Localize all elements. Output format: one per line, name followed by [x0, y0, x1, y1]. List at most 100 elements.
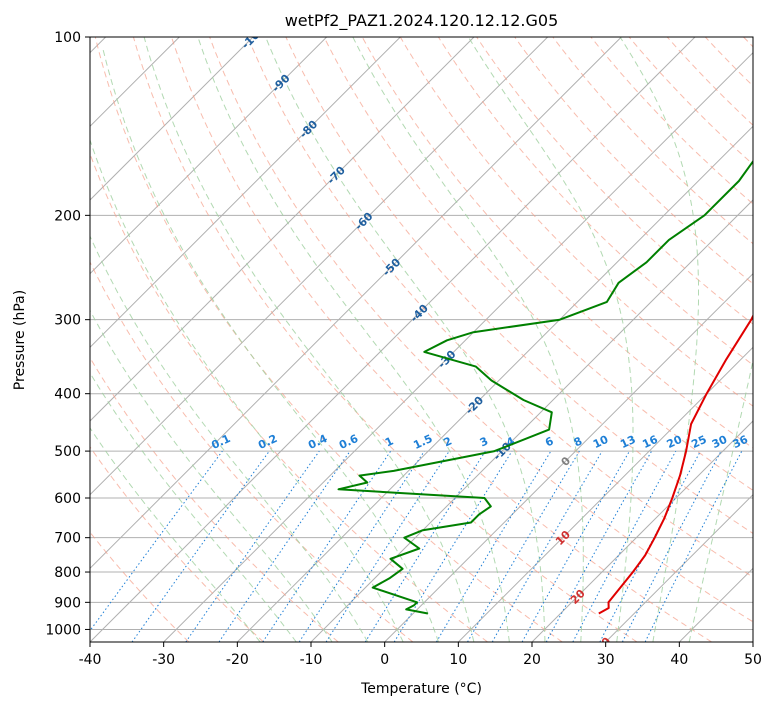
x-tick-label: -20 [226, 652, 249, 668]
mixing-ratio-line [393, 450, 513, 642]
mixing-ratio-line [298, 450, 425, 642]
mixing-ratio-label: 6 [543, 434, 556, 449]
mixing-ratio-label: 13 [618, 433, 637, 451]
dewpoint-profile-line [337, 159, 753, 615]
mixing-ratio-line [218, 450, 351, 642]
chart-title: wetPf2_PAZ1.2024.120.12.12.G05 [285, 11, 559, 31]
dry-adiabat [666, 37, 753, 126]
moist-adiabat [90, 427, 261, 642]
y-axis-label: Pressure (hPa) [12, 290, 28, 390]
y-tick-label: 200 [54, 208, 81, 224]
dry-adiabat [209, 37, 753, 623]
mixing-ratio-label: 2 [442, 434, 454, 449]
mixing-ratio-label: 8 [572, 434, 584, 449]
mixing-ratio-line [185, 450, 320, 642]
dry-adiabat [94, 37, 563, 642]
dry-adiabat [132, 37, 638, 642]
moist-adiabat [352, 37, 584, 642]
dry-adiabat [743, 37, 753, 48]
isotherm-gridline [605, 493, 753, 642]
plot-frame [89, 36, 754, 643]
x-tick-label: 50 [744, 652, 762, 668]
y-tick-label: 1000 [45, 622, 81, 638]
moist-adiabat [143, 37, 475, 642]
dry-adiabat [437, 37, 753, 366]
moist-adiabat [197, 37, 510, 642]
y-tick-label: 100 [54, 30, 81, 46]
dry-adiabat [90, 446, 264, 642]
x-tick-label: 10 [449, 652, 467, 668]
x-tick-label: 30 [597, 652, 615, 668]
mixing-ratio-label: 36 [731, 433, 751, 451]
isotherm-gridline [163, 51, 753, 642]
mixing-ratio-label: 10 [591, 433, 611, 451]
isotherm-gridline [236, 125, 753, 642]
mixing-ratio-line [521, 450, 630, 642]
mixing-ratio-label: 0.4 [306, 432, 329, 452]
isotherm-gridline [90, 37, 696, 642]
y-tick-label: 400 [54, 387, 81, 403]
mixing-ratio-line [435, 450, 552, 642]
isotherm-gridline [752, 641, 753, 642]
x-tick-label: 40 [670, 652, 688, 668]
moist-adiabat [90, 309, 333, 642]
y-tick-label: 900 [54, 595, 81, 611]
dry-adiabat [476, 37, 753, 325]
y-tick-label: 800 [54, 565, 81, 581]
moist-adiabat [467, 37, 634, 642]
isotherm-label: 30 [594, 635, 614, 655]
moist-adiabat [90, 371, 297, 642]
isotherm-gridline [531, 420, 753, 642]
isotherm-gridline [90, 37, 622, 570]
mixing-ratio-line [572, 450, 677, 642]
mixing-ratio-label: 25 [689, 433, 708, 451]
isotherm-gridline [90, 37, 328, 275]
isotherm-label: 40 [627, 675, 647, 695]
isotherm-gridline [384, 272, 753, 642]
dry-adiabat [171, 37, 712, 642]
moist-adiabat [90, 138, 404, 642]
x-axis: -40 -30 -20 -10 0 10 20 30 40 50 [79, 642, 762, 668]
dry-adiabat [90, 531, 190, 642]
isotherm-gridline [90, 37, 549, 496]
mixing-ratio-line [545, 450, 653, 642]
isotherm-gridline [310, 199, 753, 642]
dry-adiabat [323, 37, 753, 491]
dry-adiabat [704, 37, 753, 87]
isotherm-label: -90 [269, 71, 292, 94]
x-tick-label: -30 [152, 652, 175, 668]
moist-adiabat [102, 49, 439, 642]
isotherm-gridline [90, 37, 401, 349]
dry-adiabat [552, 37, 753, 245]
x-tick-label: 20 [523, 652, 541, 668]
y-tick-label: 700 [54, 531, 81, 547]
x-axis-label: Temperature (°C) [360, 681, 482, 697]
dry-adiabat [247, 37, 753, 578]
mixing-ratio-line [131, 450, 270, 642]
dry-adiabat [514, 37, 753, 285]
dry-adiabat [90, 356, 339, 642]
isotherm-gridline [678, 567, 753, 642]
x-tick-label: -40 [79, 652, 102, 668]
dry-adiabat [90, 152, 488, 642]
mixing-ratio-line [90, 450, 223, 632]
mixing-ratio-label: 3 [478, 434, 490, 449]
dry-adiabat [90, 260, 414, 642]
plot-area: 0.1 0.2 0.4 0.6 1 1.5 2 3 4 6 8 10 13 16 20 25 30 36-100-… [90, 37, 753, 695]
y-tick-label: 500 [54, 444, 81, 460]
isotherm-gridline [457, 346, 753, 642]
mixing-ratio-label: 0.1 [209, 432, 232, 452]
y-tick-label: 300 [54, 313, 81, 329]
mixing-ratio-line [325, 450, 450, 642]
x-tick-label: 0 [380, 652, 389, 668]
moist-adiabat [619, 37, 699, 642]
mixing-ratio-label: 16 [640, 433, 660, 451]
x-tick-label: -10 [300, 652, 323, 668]
mixing-ratio-label: 30 [710, 433, 730, 451]
dry-adiabat [590, 37, 753, 205]
moist-adiabat [90, 235, 369, 642]
temperature-profile-line [598, 313, 753, 615]
mixing-ratio-label: 1 [383, 434, 395, 449]
mixing-ratio-label: 20 [665, 433, 685, 451]
